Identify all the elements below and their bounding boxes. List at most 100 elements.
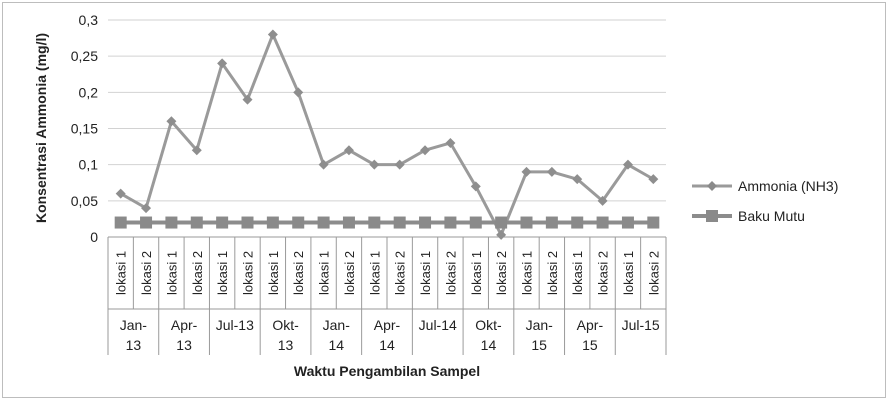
- data-point-baku-mutu: [495, 216, 508, 229]
- data-point-ammonia: [242, 94, 253, 105]
- y-tick-label: 0,3: [79, 12, 99, 28]
- data-point-baku-mutu: [545, 216, 558, 229]
- x-group-label: Apr-: [577, 317, 604, 333]
- y-tick-labels: 0 0,05 0,1 0,15 0,2 0,25 0,3: [71, 12, 98, 245]
- data-point-baku-mutu: [216, 216, 229, 229]
- x-group-label: 15: [582, 337, 598, 353]
- data-point-ammonia: [648, 174, 659, 185]
- data-point-baku-mutu: [419, 216, 432, 229]
- y-tick-label: 0,2: [79, 84, 99, 100]
- data-point-ammonia: [597, 195, 608, 206]
- x-tick-label: lokasi 1: [317, 251, 332, 295]
- x-group-label: Jan-: [526, 317, 554, 333]
- data-point-ammonia: [445, 137, 456, 148]
- x-tick-label: lokasi 2: [443, 251, 458, 295]
- x-tick-label: lokasi 1: [418, 251, 433, 295]
- data-point-ammonia: [521, 166, 532, 177]
- x-tick-label: lokasi 1: [367, 251, 382, 295]
- x-group-label: Jul-13: [216, 317, 254, 333]
- x-group-label: Jan-: [323, 317, 351, 333]
- x-tick-label: lokasi 2: [646, 251, 661, 295]
- data-point-baku-mutu: [190, 216, 203, 229]
- data-point-baku-mutu: [647, 216, 660, 229]
- data-point-ammonia: [267, 29, 278, 40]
- legend: Ammonia (NH3) Baku Mutu: [692, 178, 838, 224]
- data-point-ammonia: [318, 159, 329, 170]
- x-tick-label: lokasi 2: [139, 251, 154, 295]
- data-point-baku-mutu: [140, 216, 153, 229]
- y-tick-label: 0,25: [71, 48, 98, 64]
- data-point-baku-mutu: [292, 216, 305, 229]
- data-point-ammonia: [420, 145, 431, 156]
- x-axis-title: Waktu Pengambilan Sampel: [294, 363, 480, 379]
- data-point-ammonia: [546, 166, 557, 177]
- x-tick-label: lokasi 1: [469, 251, 484, 295]
- x-tick-label: lokasi 2: [190, 251, 205, 295]
- y-tick-label: 0,15: [71, 121, 98, 137]
- data-point-baku-mutu: [241, 216, 254, 229]
- gridlines: [108, 19, 666, 238]
- data-point-baku-mutu: [114, 216, 127, 229]
- legend-marker: [706, 210, 718, 222]
- x-group-label: Jan-: [120, 317, 148, 333]
- data-point-ammonia: [369, 159, 380, 170]
- x-tick-label: lokasi 1: [114, 251, 129, 295]
- data-point-baku-mutu: [444, 216, 457, 229]
- series-line: [119, 32, 655, 237]
- data-point-baku-mutu: [621, 216, 634, 229]
- x-tick-label: lokasi 2: [342, 251, 357, 295]
- data-point-baku-mutu: [266, 216, 279, 229]
- x-group-label: 14: [328, 337, 344, 353]
- x-group-label: 15: [531, 337, 547, 353]
- legend-marker: [707, 181, 717, 191]
- data-point-baku-mutu: [469, 216, 482, 229]
- data-point-baku-mutu: [317, 216, 330, 229]
- x-tick-label: lokasi 2: [596, 251, 611, 295]
- x-group-label: 14: [379, 337, 395, 353]
- data-point-baku-mutu: [342, 216, 355, 229]
- data-point-baku-mutu: [571, 216, 584, 229]
- x-tick-label: lokasi 1: [621, 251, 636, 295]
- legend-entry: Baku Mutu: [738, 208, 805, 224]
- data-point-ammonia: [470, 181, 481, 192]
- data-point-ammonia: [496, 229, 507, 240]
- y-tick-label: 0,1: [79, 157, 99, 173]
- x-group-label: Apr-: [171, 317, 198, 333]
- y-tick-label: 0: [90, 229, 98, 245]
- x-tick-label: lokasi 1: [570, 251, 585, 295]
- x-tick-label: lokasi 2: [494, 251, 509, 295]
- category-axis-table: lokasi 1 lokasi 2 lokasi 1 lokasi 2 lokasi 1…: [107, 237, 667, 355]
- data-point-ammonia: [622, 159, 633, 170]
- x-group-label: 13: [278, 337, 294, 353]
- data-point-ammonia: [141, 203, 152, 214]
- data-point-baku-mutu: [520, 216, 533, 229]
- y-tick-label: 0,05: [71, 193, 98, 209]
- x-tick-label: lokasi 2: [545, 251, 560, 295]
- x-group-label: 14: [481, 337, 497, 353]
- data-point-baku-mutu: [165, 216, 178, 229]
- data-point-baku-mutu: [393, 216, 406, 229]
- data-point-baku-mutu: [368, 216, 381, 229]
- data-point-baku-mutu: [596, 216, 609, 229]
- series-markers: [114, 29, 660, 240]
- data-point-ammonia: [115, 188, 126, 199]
- x-tick-label: lokasi 1: [266, 251, 281, 295]
- data-point-ammonia: [293, 87, 304, 98]
- x-tick-label: lokasi 2: [241, 251, 256, 295]
- x-tick-label: lokasi 2: [291, 251, 306, 295]
- x-group-label: Jul-15: [622, 317, 660, 333]
- x-tick-label: lokasi 2: [393, 251, 408, 295]
- data-point-ammonia: [394, 159, 405, 170]
- x-group-label: 13: [176, 337, 192, 353]
- x-group-label: Okt-: [475, 317, 502, 333]
- x-tick-label: lokasi 1: [215, 251, 230, 295]
- data-point-ammonia: [191, 145, 202, 156]
- x-group-label: Apr-: [374, 317, 401, 333]
- data-point-ammonia: [166, 116, 177, 127]
- data-point-ammonia: [217, 58, 228, 69]
- x-group-label: 13: [126, 337, 142, 353]
- x-tick-label: lokasi 1: [520, 251, 535, 295]
- series-lines: [119, 32, 655, 237]
- y-axis-title: Konsentrasi Ammonia (mg/l): [33, 33, 49, 223]
